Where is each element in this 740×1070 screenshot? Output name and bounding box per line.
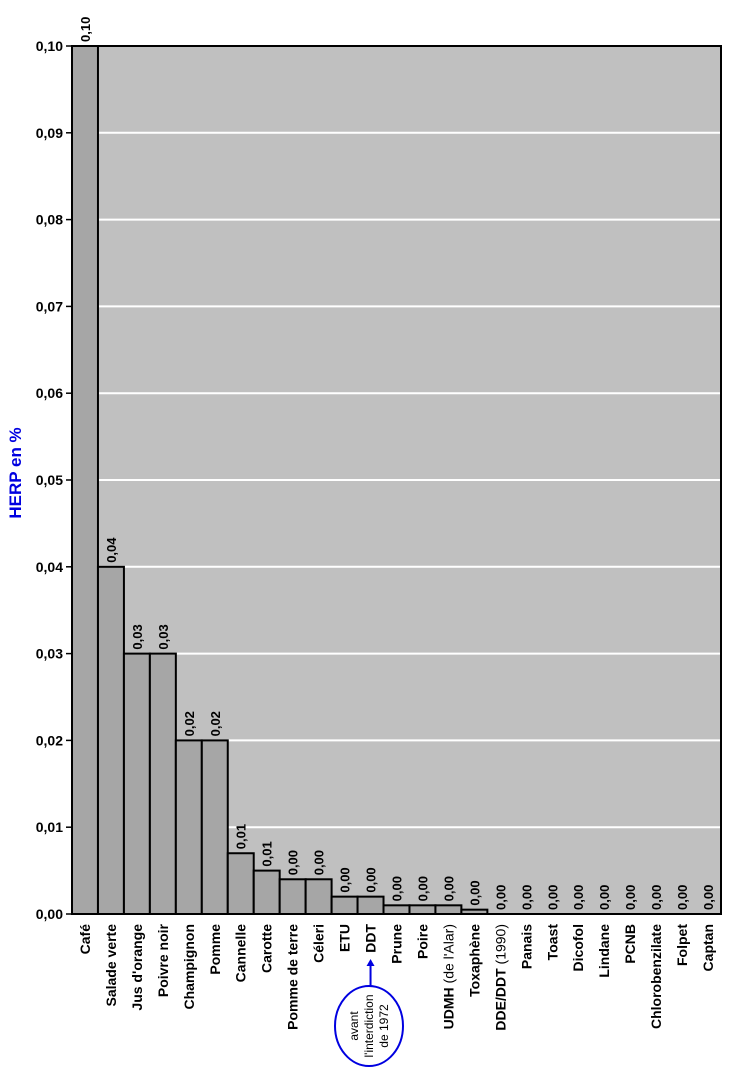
- y-tick-label: 0,00: [36, 906, 63, 922]
- y-tick-label: 0,05: [36, 472, 63, 488]
- y-tick-label: 0,06: [36, 385, 63, 401]
- value-label: 0,00: [545, 885, 560, 910]
- bar: [122, 652, 151, 915]
- annotation-ellipse: [334, 985, 404, 1067]
- category-label: Poire: [414, 924, 430, 959]
- category-label: ETU: [337, 924, 353, 952]
- category-label: UDMH (de l'Alar): [440, 924, 456, 1029]
- value-label: 0,00: [571, 885, 586, 910]
- category-label: PCNB: [622, 924, 638, 964]
- bar: [434, 904, 463, 916]
- category-label: Pomme de terre: [285, 924, 301, 1030]
- value-label: 0,00: [675, 885, 690, 910]
- bars: [71, 45, 489, 916]
- annotation-arrowhead: [366, 959, 375, 966]
- y-tick-label: 0,10: [36, 38, 63, 54]
- category-label: Champignon: [181, 924, 197, 1010]
- category-label: DDT: [363, 924, 379, 953]
- category-label: Salade verte: [103, 924, 119, 1007]
- category-labels: Café Salade verte Jus d'orange Poivre noir C…: [77, 923, 716, 1030]
- value-label: 0,02: [208, 711, 223, 736]
- bar: [174, 739, 203, 916]
- category-label: Folpet: [674, 924, 690, 966]
- y-tick-label: 0,01: [36, 819, 63, 835]
- value-label: 0,00: [364, 867, 379, 892]
- ddt-annotation: avant l'interdiction de 1972: [334, 959, 404, 1067]
- bar: [356, 895, 385, 916]
- category-label: Carotte: [259, 924, 275, 973]
- value-label: 0,00: [701, 885, 716, 910]
- value-label: 0,00: [390, 876, 405, 901]
- value-label: 0,00: [338, 867, 353, 892]
- value-label: 0,03: [130, 624, 145, 649]
- bar: [96, 565, 125, 915]
- bar: [200, 739, 229, 916]
- bar: [304, 878, 333, 916]
- bar: [252, 869, 281, 915]
- category-label: Dicofol: [570, 924, 586, 971]
- category-label: Prune: [389, 924, 405, 964]
- category-label: Toxaphène: [466, 924, 482, 997]
- y-axis-label: HERP en %: [6, 427, 25, 518]
- category-label: Chlorobenzilate: [648, 924, 664, 1029]
- annotation-text: l'interdiction: [362, 995, 376, 1058]
- category-label: DDE/DDT (1990): [492, 924, 508, 1031]
- category-label: Café: [77, 924, 93, 955]
- value-label: 0,04: [104, 537, 119, 563]
- y-tick-label: 0,02: [36, 732, 63, 748]
- category-label: Jus d'orange: [129, 924, 145, 1011]
- category-label: Cannelle: [233, 924, 249, 983]
- value-label: 0,00: [623, 885, 638, 910]
- annotation-text: de 1972: [377, 1004, 391, 1048]
- value-label: 0,00: [286, 850, 301, 875]
- value-label: 0,00: [467, 880, 482, 905]
- value-label: 0,01: [234, 824, 249, 849]
- value-label: 0,00: [519, 885, 534, 910]
- y-tick-label: 0,09: [36, 125, 63, 141]
- value-label: 0,00: [441, 876, 456, 901]
- bar: [278, 878, 307, 916]
- y-tick-label: 0,04: [36, 559, 63, 575]
- y-tick-label: 0,03: [36, 646, 63, 662]
- category-label: Pomme: [207, 924, 223, 975]
- bar: [330, 895, 359, 916]
- value-labels: 0,10 0,04 0,03 0,03 0,02 0,02 0,01 0,01 0,00 0,00…: [78, 17, 716, 910]
- category-label: Céleri: [311, 924, 327, 963]
- y-tick-label: 0,07: [36, 298, 63, 314]
- category-label: Toast: [544, 924, 560, 961]
- category-label: Captan: [700, 924, 716, 971]
- value-label: 0,02: [182, 711, 197, 736]
- category-label: Lindane: [596, 924, 612, 978]
- value-label: 0,00: [649, 885, 664, 910]
- value-label: 0,00: [415, 876, 430, 901]
- bar: [408, 904, 437, 916]
- value-label: 0,00: [597, 885, 612, 910]
- bar: [226, 852, 255, 915]
- category-label: Panais: [518, 924, 534, 969]
- category-label: Poivre noir: [155, 923, 171, 997]
- value-label: 0,01: [260, 841, 275, 866]
- bar: [71, 45, 99, 915]
- y-tick-label: 0,08: [36, 212, 63, 228]
- value-label: 0,00: [493, 885, 508, 910]
- bar: [382, 904, 411, 916]
- annotation-text: avant: [347, 1011, 361, 1041]
- value-label: 0,10: [78, 17, 93, 42]
- y-axis-ticks: 0,00 0,01 0,02 0,03 0,04 0,05 0,06 0,07 0,08 0,09…: [36, 38, 72, 922]
- value-label: 0,00: [312, 850, 327, 875]
- value-label: 0,03: [156, 624, 171, 649]
- bar: [148, 652, 177, 915]
